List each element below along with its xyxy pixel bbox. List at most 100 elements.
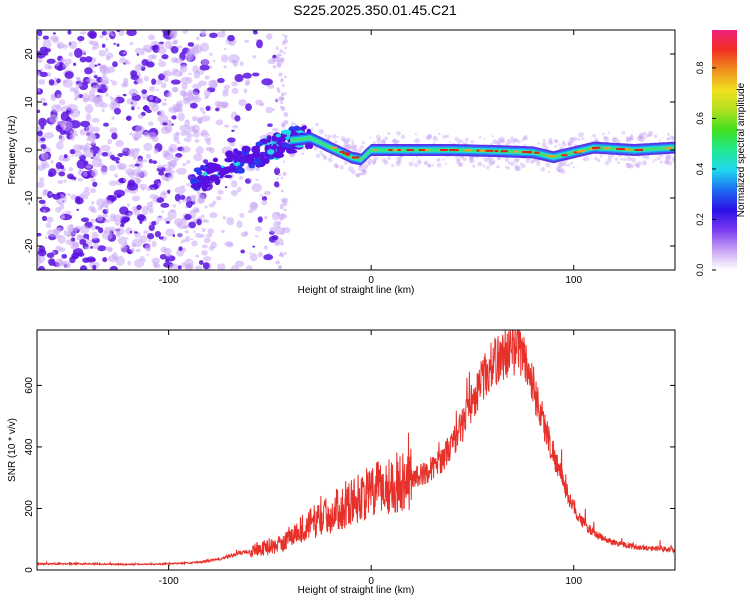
noise-blob bbox=[205, 219, 209, 223]
noise-blob bbox=[248, 177, 252, 181]
noise-blob bbox=[37, 181, 45, 188]
noise-blob bbox=[274, 98, 279, 103]
haze-blob bbox=[483, 137, 486, 141]
haze-blob bbox=[510, 136, 514, 140]
haze-blob bbox=[506, 166, 511, 170]
haze-blob bbox=[583, 156, 590, 162]
noise-blob bbox=[165, 220, 170, 224]
colorbar-tick-label: 0.4 bbox=[695, 163, 705, 176]
haze-blob bbox=[454, 136, 459, 141]
noise-blob bbox=[184, 230, 189, 234]
snr-panel: -100 0 100 0 200 400 600 Height of straight l… bbox=[7, 329, 676, 596]
noise-blob bbox=[161, 82, 167, 89]
noise-blob bbox=[100, 144, 111, 152]
noise-blob bbox=[243, 88, 248, 94]
noise-blob bbox=[109, 79, 113, 82]
colorbar-ticks: 0.0 0.2 0.4 0.6 0.8 bbox=[695, 62, 716, 276]
noise-blob bbox=[81, 190, 91, 197]
noise-blob bbox=[77, 35, 85, 42]
noise-blob bbox=[60, 214, 65, 219]
noise-blob bbox=[184, 263, 194, 270]
noise-blob bbox=[40, 68, 44, 71]
haze-blob bbox=[504, 165, 508, 169]
haze-blob bbox=[672, 158, 675, 163]
haze-blob bbox=[387, 156, 390, 159]
haze-blob bbox=[671, 136, 675, 141]
ridge-blob bbox=[276, 146, 286, 154]
noise-blob bbox=[52, 32, 56, 35]
haze-blob bbox=[360, 145, 365, 150]
noise-blob bbox=[204, 205, 208, 209]
haze-blob bbox=[514, 165, 520, 172]
noise-blob bbox=[267, 58, 276, 65]
noise-blob bbox=[64, 71, 74, 79]
haze-blob bbox=[665, 154, 672, 161]
haze-blob bbox=[414, 138, 420, 144]
noise-blob bbox=[161, 209, 164, 213]
noise-blob bbox=[131, 106, 135, 111]
haze-blob bbox=[545, 162, 551, 168]
haze-blob bbox=[329, 154, 334, 158]
noise-blob bbox=[222, 216, 227, 220]
noise-blob bbox=[86, 137, 91, 142]
noise-blob bbox=[279, 251, 284, 256]
noise-blob bbox=[282, 201, 288, 207]
y-tick-label: 600 bbox=[24, 377, 35, 394]
ridge-blob bbox=[251, 152, 259, 158]
noise-blob bbox=[92, 46, 96, 51]
haze-blob bbox=[495, 140, 500, 146]
haze-blob bbox=[611, 154, 615, 158]
haze-blob bbox=[506, 138, 512, 144]
noise-blob bbox=[104, 226, 109, 231]
noise-blob bbox=[85, 124, 95, 134]
noise-blob bbox=[78, 41, 82, 44]
noise-blob bbox=[95, 42, 99, 45]
haze-blob bbox=[384, 136, 388, 140]
noise-blob bbox=[272, 65, 277, 69]
noise-blob bbox=[77, 252, 85, 257]
noise-blob bbox=[196, 218, 202, 226]
haze-blob bbox=[566, 163, 571, 167]
haze-blob bbox=[625, 162, 629, 165]
haze-blob bbox=[625, 163, 631, 169]
haze-blob bbox=[559, 170, 562, 173]
noise-blob bbox=[97, 206, 103, 211]
noise-blob bbox=[178, 246, 183, 251]
noise-blob bbox=[162, 122, 168, 126]
haze-blob bbox=[362, 169, 367, 174]
noise-blob bbox=[174, 186, 186, 194]
noise-blob bbox=[50, 104, 62, 113]
x-tick-label: 100 bbox=[565, 576, 582, 587]
haze-blob bbox=[324, 133, 328, 137]
noise-blob bbox=[58, 171, 66, 177]
noise-blob bbox=[226, 242, 234, 248]
ridge-blob bbox=[224, 174, 233, 179]
noise-blob bbox=[112, 214, 123, 222]
ridge-blob bbox=[281, 136, 286, 143]
noise-blob bbox=[278, 72, 283, 77]
noise-blob bbox=[157, 182, 162, 187]
noise-blob bbox=[41, 163, 47, 169]
snr-y-ticks: 0 200 400 600 bbox=[24, 377, 675, 573]
noise-blob bbox=[232, 59, 236, 63]
noise-blob bbox=[93, 153, 96, 157]
haze-blob bbox=[553, 139, 558, 143]
noise-blob bbox=[272, 54, 277, 59]
noise-blob bbox=[91, 158, 102, 168]
noise-blob bbox=[171, 115, 177, 120]
ridge-blob bbox=[224, 157, 233, 163]
noise-blob bbox=[56, 94, 62, 99]
noise-blob bbox=[263, 245, 268, 250]
noise-blob bbox=[73, 48, 83, 58]
ridge-blob bbox=[212, 157, 219, 163]
noise-blob bbox=[252, 55, 257, 59]
noise-blob bbox=[249, 251, 252, 255]
noise-blob bbox=[174, 193, 181, 202]
haze-blob bbox=[343, 138, 349, 144]
noise-blob bbox=[77, 82, 83, 87]
noise-blob bbox=[143, 142, 153, 152]
ridge-blob bbox=[251, 145, 260, 154]
noise-blob bbox=[165, 228, 176, 237]
noise-blob bbox=[133, 156, 137, 160]
noise-blob bbox=[178, 200, 182, 204]
